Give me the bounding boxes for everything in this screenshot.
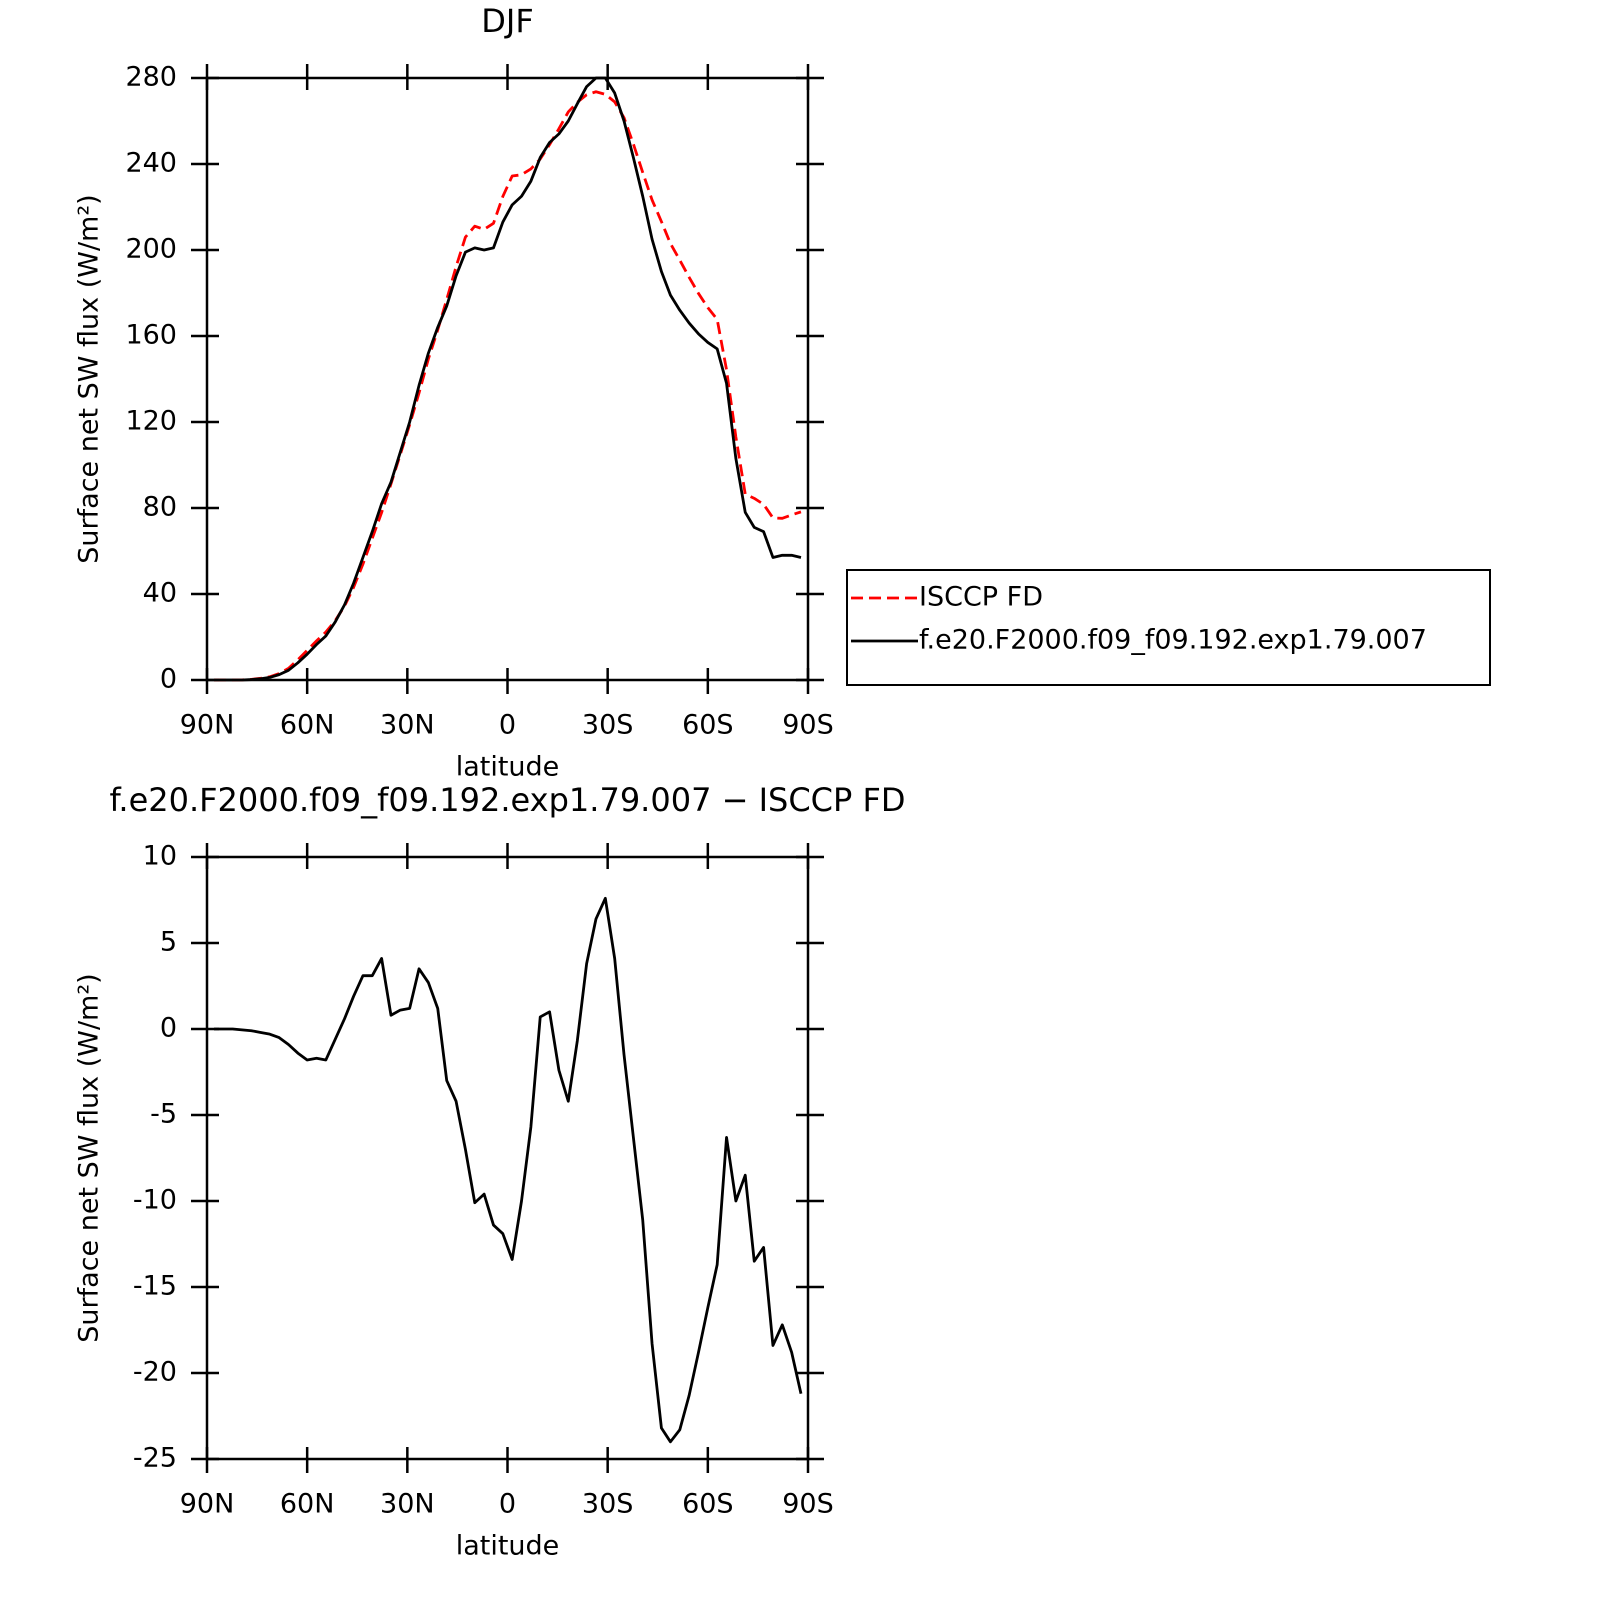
y-tick-label: 0 bbox=[160, 1013, 177, 1044]
y-tick-label: 5 bbox=[160, 927, 177, 958]
y-tick-label: -5 bbox=[150, 1099, 177, 1130]
y-tick-label: 0 bbox=[160, 664, 177, 695]
x-axis-label: latitude bbox=[456, 752, 560, 783]
y-tick-label: 80 bbox=[143, 492, 177, 523]
y-tick-label: 280 bbox=[125, 62, 177, 93]
x-tick-label: 60S bbox=[682, 710, 734, 741]
x-tick-label: 90N bbox=[180, 710, 235, 741]
x-tick-label: 30S bbox=[582, 710, 634, 741]
y-tick-label: 200 bbox=[125, 234, 177, 265]
x-tick-label: 90N bbox=[180, 1489, 235, 1520]
chart-title: f.e20.F2000.f09_f09.192.exp1.79.007 − IS… bbox=[109, 781, 905, 819]
x-tick-label: 0 bbox=[499, 710, 516, 741]
y-tick-label: 120 bbox=[125, 406, 177, 437]
legend-box bbox=[846, 569, 1491, 686]
x-tick-label: 90S bbox=[782, 710, 834, 741]
x-tick-label: 30S bbox=[582, 1489, 634, 1520]
x-tick-label: 90S bbox=[782, 1489, 834, 1520]
x-axis-label: latitude bbox=[456, 1531, 560, 1562]
y-tick-label: 240 bbox=[125, 148, 177, 179]
plot-frame bbox=[205, 76, 810, 682]
plot-frame bbox=[205, 855, 810, 1461]
y-axis-label: Surface net SW flux (W/m²) bbox=[74, 973, 105, 1342]
data-line bbox=[214, 76, 802, 682]
y-tick-label: 160 bbox=[125, 320, 177, 351]
y-tick-label: 40 bbox=[143, 578, 177, 609]
legend-label: f.e20.F2000.f09_f09.192.exp1.79.007 bbox=[919, 625, 1427, 656]
chart-title: DJF bbox=[481, 2, 533, 40]
x-tick-label: 60N bbox=[280, 1489, 335, 1520]
x-tick-label: 60S bbox=[682, 1489, 734, 1520]
x-tick-label: 0 bbox=[499, 1489, 516, 1520]
y-tick-label: -20 bbox=[133, 1357, 177, 1388]
x-tick-label: 30N bbox=[380, 1489, 435, 1520]
data-line bbox=[214, 90, 802, 682]
x-tick-label: 60N bbox=[280, 710, 335, 741]
y-tick-label: 10 bbox=[143, 841, 177, 872]
y-tick-label: -10 bbox=[133, 1185, 177, 1216]
x-tick-label: 30N bbox=[380, 710, 435, 741]
y-axis-label: Surface net SW flux (W/m²) bbox=[74, 194, 105, 563]
y-tick-label: -15 bbox=[133, 1271, 177, 1302]
data-line bbox=[214, 896, 803, 1444]
legend-label: ISCCP FD bbox=[919, 582, 1043, 613]
y-tick-label: -25 bbox=[133, 1443, 177, 1474]
